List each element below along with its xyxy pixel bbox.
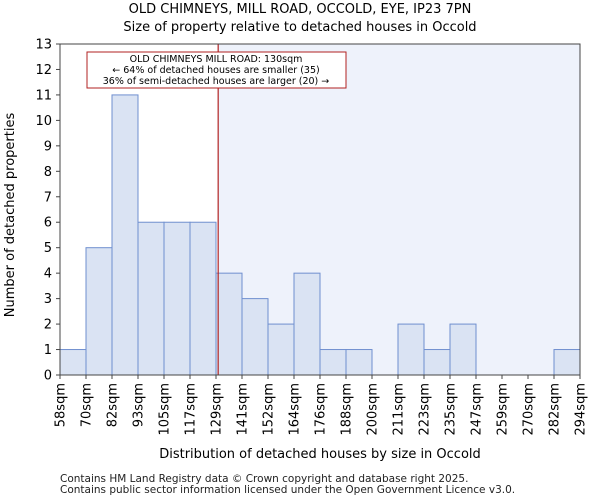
histogram-bar xyxy=(397,323,425,376)
histogram-bar xyxy=(137,221,165,376)
x-tick-label: 141sqm xyxy=(236,383,251,436)
y-tick-label: 1 xyxy=(44,343,52,358)
y-tick-label: 12 xyxy=(35,63,52,78)
x-tick-label: 211sqm xyxy=(392,383,407,436)
histogram-bar xyxy=(423,349,451,376)
x-tick-label: 93sqm xyxy=(132,383,147,427)
histogram-bar xyxy=(241,298,269,376)
chart-title: OLD CHIMNEYS, MILL ROAD, OCCOLD, EYE, IP… xyxy=(128,2,472,17)
y-tick-label: 7 xyxy=(44,190,52,205)
histogram-bar xyxy=(267,323,295,376)
histogram-bar xyxy=(345,349,373,376)
annotation-box xyxy=(86,51,347,89)
histogram-bar xyxy=(449,323,477,376)
y-tick-label: 9 xyxy=(44,139,52,154)
x-tick-label: 294sqm xyxy=(574,383,589,436)
x-tick-label: 58sqm xyxy=(54,383,69,427)
y-tick-label: 11 xyxy=(35,88,52,103)
x-tick-label: 282sqm xyxy=(548,383,563,436)
x-tick-label: 129sqm xyxy=(210,383,225,436)
y-tick-label: 2 xyxy=(44,318,52,333)
x-tick-label: 152sqm xyxy=(262,383,277,436)
x-tick-label: 200sqm xyxy=(366,383,381,436)
footer-copyright: Contains HM Land Registry data © Crown c… xyxy=(60,473,469,485)
annotation-line: OLD CHIMNEYS MILL ROAD: 130sqm xyxy=(130,54,303,65)
y-tick-label: 4 xyxy=(44,267,52,282)
x-tick-label: 188sqm xyxy=(340,383,355,436)
x-tick-label: 270sqm xyxy=(522,383,537,436)
x-tick-label: 82sqm xyxy=(106,383,121,427)
x-tick-label: 117sqm xyxy=(184,383,199,436)
y-axis-label: Number of detached properties xyxy=(3,113,18,318)
histogram-bar xyxy=(553,349,581,376)
x-tick-label: 176sqm xyxy=(314,383,329,436)
histogram-bar xyxy=(189,221,217,376)
histogram-bar xyxy=(293,272,321,376)
annotation-line: 36% of semi-detached houses are larger (… xyxy=(103,76,330,87)
y-tick-label: 13 xyxy=(35,38,52,53)
x-axis-label: Distribution of detached houses by size … xyxy=(159,447,481,462)
x-tick-label: 247sqm xyxy=(470,383,485,436)
y-tick-label: 10 xyxy=(35,114,52,129)
larger-region-shading xyxy=(218,44,580,375)
y-tick-label: 3 xyxy=(44,292,52,307)
histogram-bar xyxy=(163,221,191,376)
annotation-line: ← 64% of detached houses are smaller (35… xyxy=(112,65,319,76)
x-tick-label: 235sqm xyxy=(444,383,459,436)
histogram-bar xyxy=(85,247,113,376)
y-tick-label: 8 xyxy=(44,165,52,180)
x-tick-label: 259sqm xyxy=(496,383,511,436)
footer-licence: Contains public sector information licen… xyxy=(60,484,516,496)
histogram-bar xyxy=(319,349,347,376)
y-tick-label: 5 xyxy=(44,241,52,256)
x-tick-label: 164sqm xyxy=(288,383,303,436)
y-tick-label: 0 xyxy=(44,369,52,384)
histogram-bar xyxy=(111,94,139,376)
y-tick-label: 6 xyxy=(44,216,52,231)
x-tick-label: 223sqm xyxy=(418,383,433,436)
histogram-bar xyxy=(59,349,87,376)
chart-subtitle: Size of property relative to detached ho… xyxy=(123,20,477,35)
histogram-bar xyxy=(215,272,243,376)
x-tick-label: 105sqm xyxy=(158,383,173,436)
x-tick-label: 70sqm xyxy=(80,383,95,427)
